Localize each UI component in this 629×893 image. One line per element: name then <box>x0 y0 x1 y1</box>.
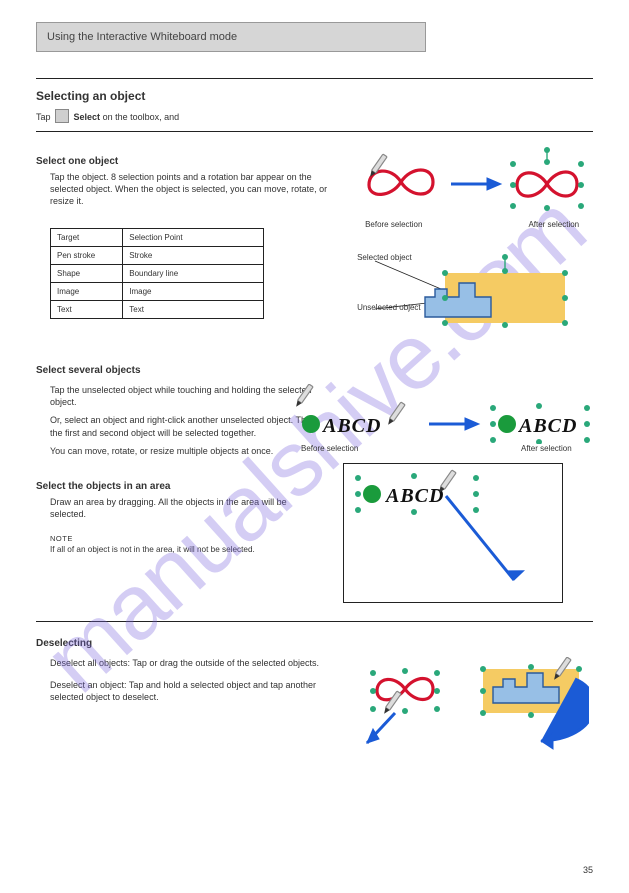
figure-deselect <box>359 657 593 757</box>
intro-suf: on the toolbox, and <box>103 112 180 122</box>
intro-pre: Tap <box>36 112 53 122</box>
subhead-deselect: Deselecting <box>36 638 593 649</box>
page: Using the Interactive Whiteboard mode Se… <box>0 0 629 757</box>
subhead-multi: Select several objects <box>36 365 593 376</box>
caption-before: Before selection <box>301 444 451 453</box>
deselect-all: Deselect all objects: Tap or drag the ou… <box>50 657 341 669</box>
select-tool-icon <box>55 109 69 123</box>
chapter-band: Using the Interactive Whiteboard mode <box>36 22 426 52</box>
th-point: Selection Point <box>123 228 263 246</box>
area-text: Draw an area by dragging. All the object… <box>50 496 325 520</box>
label-unselected: Unselected object <box>357 303 421 312</box>
tool-name: Select <box>74 112 101 122</box>
cell: Image <box>123 282 263 300</box>
rule <box>36 621 593 622</box>
th-target: Target <box>51 228 123 246</box>
subhead-single: Select one object <box>36 156 341 167</box>
rule <box>36 78 593 79</box>
svg-text:ABCD: ABCD <box>517 415 577 437</box>
note-block: NOTE If all of an object is not in the a… <box>50 534 325 555</box>
caption-before: Before selection <box>365 220 422 229</box>
caption-after: After selection <box>521 444 572 453</box>
page-number: 35 <box>583 865 593 875</box>
single-text: Tap the object. 8 selection points and a… <box>50 171 341 207</box>
cell: Boundary line <box>123 264 263 282</box>
cell: Image <box>51 282 123 300</box>
select-intro: Tap Select on the toolbox, and <box>36 109 593 123</box>
svg-text:ABCD: ABCD <box>321 415 381 437</box>
figure-infinity-select: Before selection After selection <box>359 140 593 229</box>
note-text: If all of an object is not in the area, … <box>50 544 325 555</box>
table-row: Shape Boundary line <box>51 264 264 282</box>
section-title-select: Selecting an object <box>36 89 593 103</box>
caption-after: After selection <box>528 220 579 229</box>
cell: Shape <box>51 264 123 282</box>
rule <box>36 131 593 132</box>
cell: Text <box>123 300 263 318</box>
deselect-one: Deselect an object: Tap and hold a selec… <box>50 679 341 703</box>
multi-p3: You can move, rotate, or resize multiple… <box>50 445 325 457</box>
svg-text:ABCD: ABCD <box>384 485 444 507</box>
table-row: Image Image <box>51 282 264 300</box>
subhead-area: Select the objects in an area <box>36 481 325 492</box>
figure-area-drag: ABCD <box>343 463 563 603</box>
table-row: Text Text <box>51 300 264 318</box>
cell: Stroke <box>123 246 263 264</box>
note-label: NOTE <box>50 534 325 544</box>
table-row: Target Selection Point <box>51 228 264 246</box>
figure-abcd-select: ABCD ABCD Before s <box>343 384 593 453</box>
cell: Text <box>51 300 123 318</box>
label-selected: Selected object <box>357 253 412 262</box>
cell: Pen stroke <box>51 246 123 264</box>
table-row: Pen stroke Stroke <box>51 246 264 264</box>
selection-point-table: Target Selection Point Pen stroke Stroke… <box>50 228 264 319</box>
figure-area-labels: Selected object Unselected object <box>359 243 593 335</box>
